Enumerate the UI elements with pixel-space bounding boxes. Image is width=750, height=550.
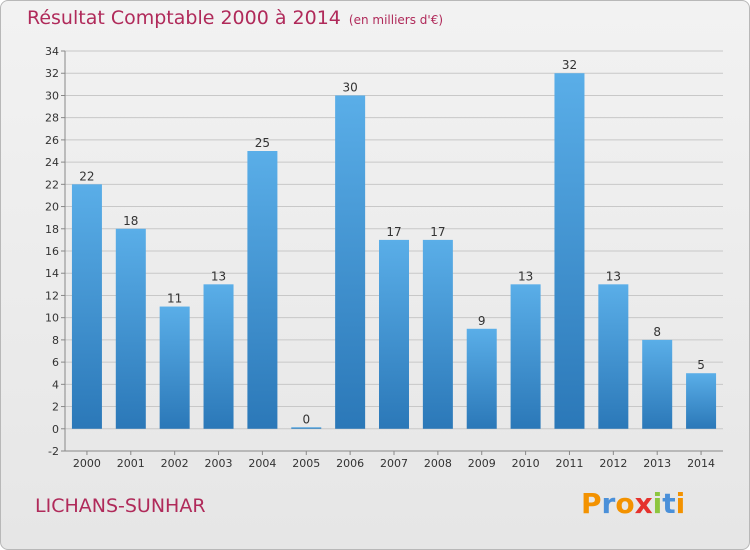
- logo-letter: r: [601, 487, 616, 520]
- y-tick-label: 18: [45, 223, 59, 236]
- y-tick-label: 22: [45, 178, 59, 191]
- x-tick-label-2000: 2000: [73, 457, 101, 470]
- x-tick-label-2003: 2003: [205, 457, 233, 470]
- data-label-2000: 22: [79, 169, 94, 183]
- place-name: LICHANS-SUNHAR: [35, 495, 206, 517]
- y-tick-label: -2: [48, 445, 59, 458]
- y-tick-label: 30: [45, 89, 59, 102]
- y-tick-label: 24: [45, 156, 59, 169]
- bar-2002: [159, 306, 190, 429]
- x-tick-label-2006: 2006: [336, 457, 364, 470]
- y-tick-label: 12: [45, 289, 59, 302]
- x-tick-label-2007: 2007: [380, 457, 408, 470]
- y-tick-label: 4: [52, 378, 59, 391]
- y-tick-label: 6: [52, 356, 59, 369]
- bar-2005: [291, 427, 322, 429]
- data-label-2012: 13: [606, 269, 621, 283]
- bar-2013: [642, 339, 673, 429]
- x-tick-label-2009: 2009: [468, 457, 496, 470]
- data-labels: 22 18 11 13 25 0 30 17 17 9 13 32 13 8 5: [79, 58, 705, 426]
- logo-letter: P: [581, 487, 602, 520]
- chart-title: Résultat Comptable 2000 à 2014 (en millie…: [27, 7, 443, 29]
- logo-letter: i: [652, 487, 663, 520]
- x-tick-label-2001: 2001: [117, 457, 145, 470]
- unit-note: (en milliers d'€): [348, 13, 444, 27]
- y-tick-label: 8: [52, 334, 59, 347]
- bar-2009: [466, 328, 497, 429]
- y-tick-label: 32: [45, 67, 59, 80]
- x-tick-label-2012: 2012: [599, 457, 627, 470]
- x-tick-label-2004: 2004: [248, 457, 276, 470]
- y-tick-label: 2: [52, 401, 59, 414]
- bar-2011: [554, 73, 585, 429]
- data-label-2004: 25: [255, 136, 270, 150]
- bar-2003: [203, 284, 234, 429]
- x-tick-label-2002: 2002: [161, 457, 189, 470]
- bar-2014: [686, 373, 717, 429]
- chart-title-text: Résultat Comptable 2000 à 2014: [27, 7, 341, 29]
- bar-2004: [247, 151, 278, 429]
- y-tick-label: 16: [45, 245, 59, 258]
- data-label-2014: 5: [697, 358, 705, 372]
- bars: [71, 73, 717, 429]
- bar-2012: [598, 284, 629, 429]
- x-tick-label-2008: 2008: [424, 457, 452, 470]
- data-label-2005: 0: [302, 412, 310, 426]
- y-tick-label: 28: [45, 112, 59, 125]
- logo-letter: o: [615, 487, 635, 520]
- x-tick-label-2005: 2005: [292, 457, 320, 470]
- data-label-2006: 30: [342, 80, 357, 94]
- y-tick-label: 34: [45, 45, 59, 58]
- data-label-2007: 17: [386, 225, 401, 239]
- proxiti-logo[interactable]: Proxiti: [581, 487, 685, 520]
- logo-letter: x: [634, 487, 653, 520]
- x-tick-label-2013: 2013: [643, 457, 671, 470]
- y-tick-label: 26: [45, 134, 59, 147]
- bar-2007: [379, 239, 409, 429]
- x-tick-label-2010: 2010: [512, 457, 540, 470]
- data-label-2009: 9: [478, 314, 486, 328]
- data-label-2002: 11: [167, 292, 182, 306]
- data-label-2011: 32: [562, 58, 577, 72]
- logo-letter: t: [662, 487, 676, 520]
- data-label-2010: 13: [518, 269, 533, 283]
- x-tick-labels: 2000 2001 2002 2003 2004 2005 2006 2007 2008 2009…: [73, 451, 715, 470]
- y-tick-label: 20: [45, 201, 59, 214]
- data-label-2008: 17: [430, 225, 445, 239]
- bar-2008: [422, 239, 453, 429]
- bar-2006: [335, 95, 366, 429]
- y-tick-label: 0: [52, 423, 59, 436]
- logo-letter: i: [675, 487, 686, 520]
- x-tick-label-2011: 2011: [555, 457, 583, 470]
- data-label-2001: 18: [123, 214, 138, 228]
- y-tick-label: 14: [45, 267, 59, 280]
- bar-2001: [115, 228, 146, 429]
- bar-2000: [71, 184, 102, 429]
- bar-2010: [510, 284, 541, 429]
- data-label-2003: 13: [211, 269, 226, 283]
- data-label-2013: 8: [653, 325, 661, 339]
- y-tick-label: 10: [45, 312, 59, 325]
- x-tick-label-2014: 2014: [687, 457, 715, 470]
